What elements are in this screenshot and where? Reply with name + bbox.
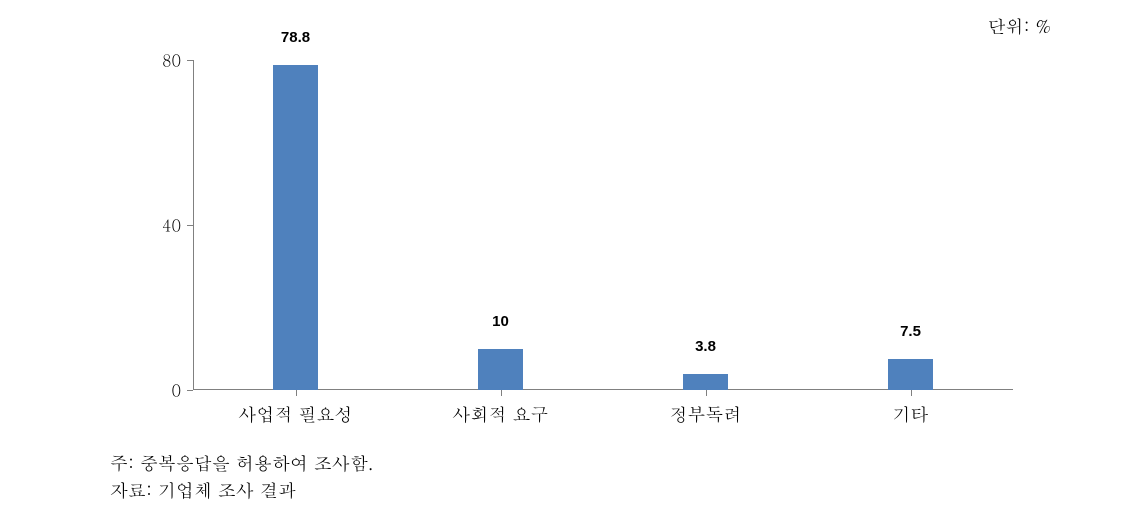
note-line: 주: 중복응답을 허용하여 조사함.	[110, 450, 373, 477]
chart-container: 단위: % 0408078.8사업적 필요성10사회적 요구3.8정부독려7.5…	[0, 0, 1141, 518]
x-tick-label: 기타	[893, 402, 929, 427]
x-tick	[911, 390, 912, 396]
bar-chart: 0408078.8사업적 필요성10사회적 요구3.8정부독려7.5기타	[155, 50, 1025, 410]
bar	[683, 374, 728, 390]
y-tick	[187, 225, 193, 226]
bar	[273, 65, 318, 390]
y-tick	[187, 60, 193, 61]
x-tick	[501, 390, 502, 396]
x-tick-label: 사회적 요구	[453, 402, 549, 427]
bar-value-label: 10	[492, 313, 509, 330]
chart-notes: 주: 중복응답을 허용하여 조사함. 자료: 기업체 조사 결과	[110, 450, 373, 504]
bar	[888, 359, 933, 390]
y-tick-label: 40	[162, 214, 181, 237]
x-tick-label: 사업적 필요성	[239, 402, 353, 427]
y-tick-label: 0	[171, 379, 181, 402]
unit-label: 단위: %	[988, 14, 1051, 39]
bar	[478, 349, 523, 390]
bar-value-label: 78.8	[281, 29, 310, 46]
x-tick	[296, 390, 297, 396]
y-tick-label: 80	[162, 49, 181, 72]
bar-value-label: 7.5	[900, 323, 921, 340]
plot-area: 0408078.8사업적 필요성10사회적 요구3.8정부독려7.5기타	[193, 60, 1013, 390]
bar-value-label: 3.8	[695, 338, 716, 355]
y-tick	[187, 390, 193, 391]
note-line: 자료: 기업체 조사 결과	[110, 477, 373, 504]
y-axis	[193, 60, 194, 390]
x-tick	[706, 390, 707, 396]
x-tick-label: 정부독려	[670, 402, 742, 427]
